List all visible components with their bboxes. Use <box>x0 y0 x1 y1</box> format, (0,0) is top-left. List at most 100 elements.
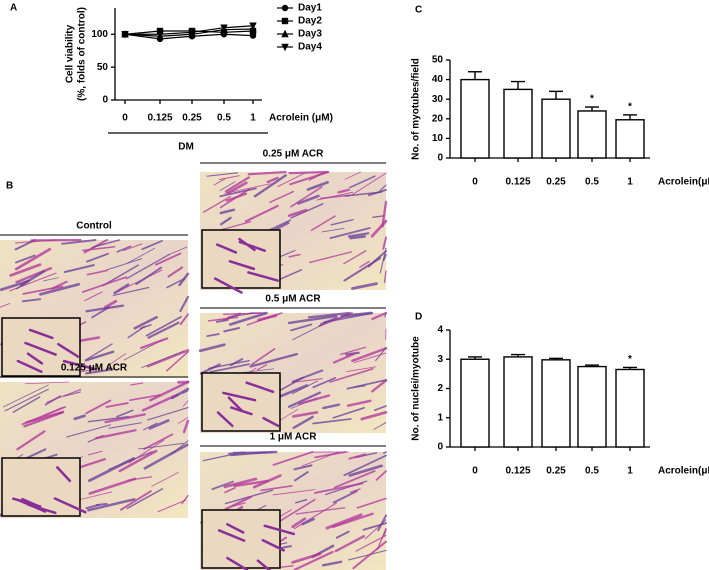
myotube <box>179 313 189 326</box>
myotube <box>280 565 294 568</box>
myotube <box>85 503 100 510</box>
myotube <box>168 246 188 255</box>
significance-marker: * <box>628 102 632 113</box>
myotube <box>66 424 111 438</box>
x-tick-label: 0.25 <box>182 113 202 124</box>
inset-myotube <box>53 497 87 514</box>
myotube <box>379 184 387 192</box>
myotube <box>349 235 366 240</box>
myotube <box>4 388 49 412</box>
myotube <box>170 387 190 400</box>
myotube <box>375 347 387 362</box>
myotube <box>85 304 125 313</box>
myotube <box>346 379 387 390</box>
y-tick-label: 100 <box>91 29 108 40</box>
inset-myotube <box>62 359 96 371</box>
x-tick-label: 0.5 <box>585 177 599 188</box>
myotube <box>287 391 322 408</box>
myotube <box>253 174 287 198</box>
myotube <box>81 245 116 252</box>
myotube <box>292 415 314 430</box>
myotube <box>312 377 337 389</box>
myotube <box>127 325 146 339</box>
myotube <box>321 227 345 233</box>
inset-myotube <box>27 503 57 515</box>
point <box>281 4 289 12</box>
myotube <box>119 490 152 511</box>
y-tick-label: 0 <box>102 95 108 106</box>
myotube <box>340 311 373 318</box>
myotube <box>294 499 308 504</box>
image-caption: 0.5 μM ACR <box>265 294 321 305</box>
point <box>220 24 228 32</box>
myotube <box>373 405 387 412</box>
myotube <box>116 245 132 253</box>
myotube <box>130 382 144 386</box>
y-tick-label: 1 <box>437 412 443 423</box>
x-tick-label: 0.5 <box>585 466 599 477</box>
myotube <box>256 364 268 371</box>
bar <box>541 359 571 448</box>
myotube <box>344 171 362 180</box>
myotube <box>228 311 268 326</box>
inset-myotube <box>226 556 249 570</box>
y-tick-label: 50 <box>97 62 109 73</box>
myotube <box>85 399 112 415</box>
myotube <box>247 170 287 176</box>
myotube <box>220 216 232 226</box>
myotube <box>348 549 387 561</box>
x-tick-label: 0.25 <box>546 177 566 188</box>
myotube <box>355 534 387 552</box>
myotube <box>306 180 329 191</box>
inset-myotube <box>238 237 256 252</box>
myotube <box>251 348 276 366</box>
myotube <box>292 411 319 418</box>
myotube <box>229 358 244 367</box>
myotube <box>165 350 189 372</box>
myotube <box>167 266 184 278</box>
myotube <box>348 453 367 460</box>
myotube <box>202 451 245 462</box>
myotube <box>25 410 65 424</box>
myotube <box>292 321 328 341</box>
myotube <box>257 314 278 322</box>
myotube <box>312 418 352 425</box>
myotube <box>330 218 354 226</box>
inset <box>201 372 281 432</box>
myotube <box>102 264 140 287</box>
significance-marker: * <box>590 94 594 105</box>
myotube <box>104 413 146 424</box>
myotube <box>310 215 336 232</box>
myotube <box>382 236 387 250</box>
point <box>281 43 289 52</box>
myotube <box>141 240 163 251</box>
myotube <box>329 368 374 383</box>
inset-myotube <box>228 260 256 271</box>
inset-myotube <box>213 277 243 294</box>
myotube <box>81 276 128 293</box>
myotube <box>63 264 95 274</box>
inset-myotube <box>217 529 246 542</box>
myotube <box>145 316 182 337</box>
myotube <box>347 232 370 238</box>
image-caption: 1 μM ACR <box>270 432 318 443</box>
point <box>188 29 196 37</box>
point <box>281 29 289 38</box>
myotube <box>178 417 189 424</box>
point <box>156 31 164 39</box>
inset-myotube <box>226 523 245 534</box>
y-tick-label: 3 <box>437 354 443 365</box>
myotube <box>86 252 109 263</box>
myotube <box>332 512 374 529</box>
myotube <box>9 263 42 277</box>
panel-label: C <box>415 5 422 16</box>
myotube <box>334 535 366 553</box>
myotube <box>370 219 388 238</box>
micrograph <box>198 311 388 433</box>
myotube <box>46 388 82 403</box>
x-tick-label: 0 <box>472 177 478 188</box>
x-axis-title: Acrolein (μM) <box>269 113 333 124</box>
myotube <box>137 442 184 450</box>
inset-myotube <box>247 271 280 282</box>
myotube <box>313 482 364 494</box>
